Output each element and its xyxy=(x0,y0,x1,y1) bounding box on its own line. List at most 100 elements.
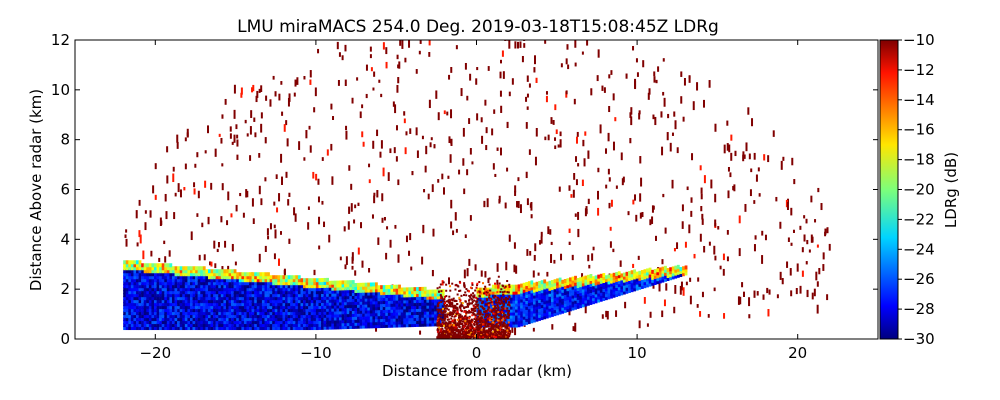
cloud-gate xyxy=(279,290,283,295)
cloud-gate xyxy=(179,278,183,283)
cloud-gate xyxy=(220,293,224,298)
cloud-gate xyxy=(323,325,327,330)
cloud-gate xyxy=(218,299,222,304)
cloud-gate xyxy=(533,282,536,287)
cloud-gate xyxy=(625,280,629,285)
noise-gate xyxy=(570,194,573,198)
cloud-gate xyxy=(300,326,304,331)
cloud-gate xyxy=(545,296,549,301)
cloud-gate xyxy=(192,272,196,277)
cloud-gate xyxy=(403,314,407,319)
cloud-gate xyxy=(282,320,286,325)
cloud-gate xyxy=(202,284,206,289)
cloud-gate xyxy=(517,299,521,304)
cloud-gate xyxy=(362,318,365,323)
cloud-gate xyxy=(382,315,386,320)
cloud-gate xyxy=(172,317,175,322)
cloud-gate xyxy=(515,320,518,325)
cloud-gate xyxy=(561,279,565,284)
noise-gate xyxy=(523,43,526,48)
noise-gate xyxy=(641,211,644,218)
cloud-gate xyxy=(210,287,214,292)
cloud-gate xyxy=(251,323,255,328)
noise-gate xyxy=(537,272,540,276)
cloud-gate xyxy=(351,298,355,303)
clutter-gate xyxy=(501,319,504,322)
cloud-gate xyxy=(172,290,175,295)
cloud-gate xyxy=(261,287,265,292)
cloud-gate xyxy=(367,306,371,311)
cloud-gate xyxy=(597,286,601,291)
cloud-gate xyxy=(398,287,401,292)
cloud-gate xyxy=(408,287,412,292)
cloud-gate xyxy=(349,280,353,285)
cloud-gate xyxy=(635,274,639,279)
noise-gate xyxy=(753,290,756,298)
cloud-gate xyxy=(285,302,288,307)
cloud-gate xyxy=(259,326,263,331)
noise-gate xyxy=(730,134,733,141)
noise-gate xyxy=(513,264,516,273)
cloud-gate xyxy=(661,269,665,274)
noise-gate xyxy=(309,70,312,78)
cloud-gate xyxy=(375,300,378,305)
noise-gate xyxy=(702,99,705,108)
cloud-gate xyxy=(136,320,139,325)
cloud-gate xyxy=(497,302,500,307)
cloud-gate xyxy=(413,293,417,298)
cloud-gate xyxy=(354,285,358,290)
cloud-gate xyxy=(202,323,206,328)
cloud-gate xyxy=(300,290,304,295)
cloud-gate xyxy=(310,299,314,304)
cloud-gate xyxy=(267,320,270,325)
cloud-gate xyxy=(640,276,644,281)
cloud-gate xyxy=(372,318,376,323)
cloud-gate xyxy=(254,281,258,286)
cloud-gate xyxy=(141,284,144,289)
cloud-gate xyxy=(151,269,155,274)
cloud-gate xyxy=(410,320,414,325)
cloud-gate xyxy=(192,293,196,298)
noise-gate xyxy=(530,201,533,211)
cloud-gate xyxy=(545,287,549,292)
noise-gate xyxy=(397,254,400,263)
cloud-gate xyxy=(581,285,585,290)
clutter-gate xyxy=(441,318,444,321)
noise-gate xyxy=(437,112,440,121)
cloud-gate xyxy=(128,278,132,283)
noise-gate xyxy=(421,135,424,140)
cloud-gate xyxy=(277,323,281,328)
cloud-gate xyxy=(200,293,204,298)
cloud-gate xyxy=(390,287,394,292)
cloud-gate xyxy=(344,316,347,321)
noise-gate xyxy=(612,248,615,253)
cloud-gate xyxy=(146,275,150,280)
noise-gate xyxy=(226,220,229,226)
cloud-gate xyxy=(141,269,144,274)
clutter-gate xyxy=(488,310,491,313)
cloud-gate xyxy=(287,302,291,307)
noise-gate xyxy=(701,213,704,220)
cloud-gate xyxy=(556,284,559,289)
cloud-gate xyxy=(308,302,311,307)
cloud-gate xyxy=(177,290,180,295)
cloud-gate xyxy=(259,278,263,283)
cloud-gate xyxy=(479,299,482,304)
noise-gate xyxy=(703,175,706,184)
cloud-gate xyxy=(380,300,383,305)
cloud-gate xyxy=(202,326,206,331)
cloud-gate xyxy=(630,270,634,275)
noise-gate xyxy=(568,308,571,316)
cloud-gate xyxy=(622,284,626,289)
noise-gate xyxy=(663,299,666,307)
cloud-gate xyxy=(403,299,407,304)
noise-gate xyxy=(610,70,613,75)
noise-gate xyxy=(408,40,411,48)
cloud-gate xyxy=(400,299,404,304)
clutter-gate xyxy=(502,293,505,296)
cloud-gate xyxy=(228,272,232,277)
cloud-gate xyxy=(231,302,234,307)
cloud-gate xyxy=(259,311,263,316)
cloud-gate xyxy=(351,280,355,285)
cloud-gate xyxy=(202,296,206,301)
